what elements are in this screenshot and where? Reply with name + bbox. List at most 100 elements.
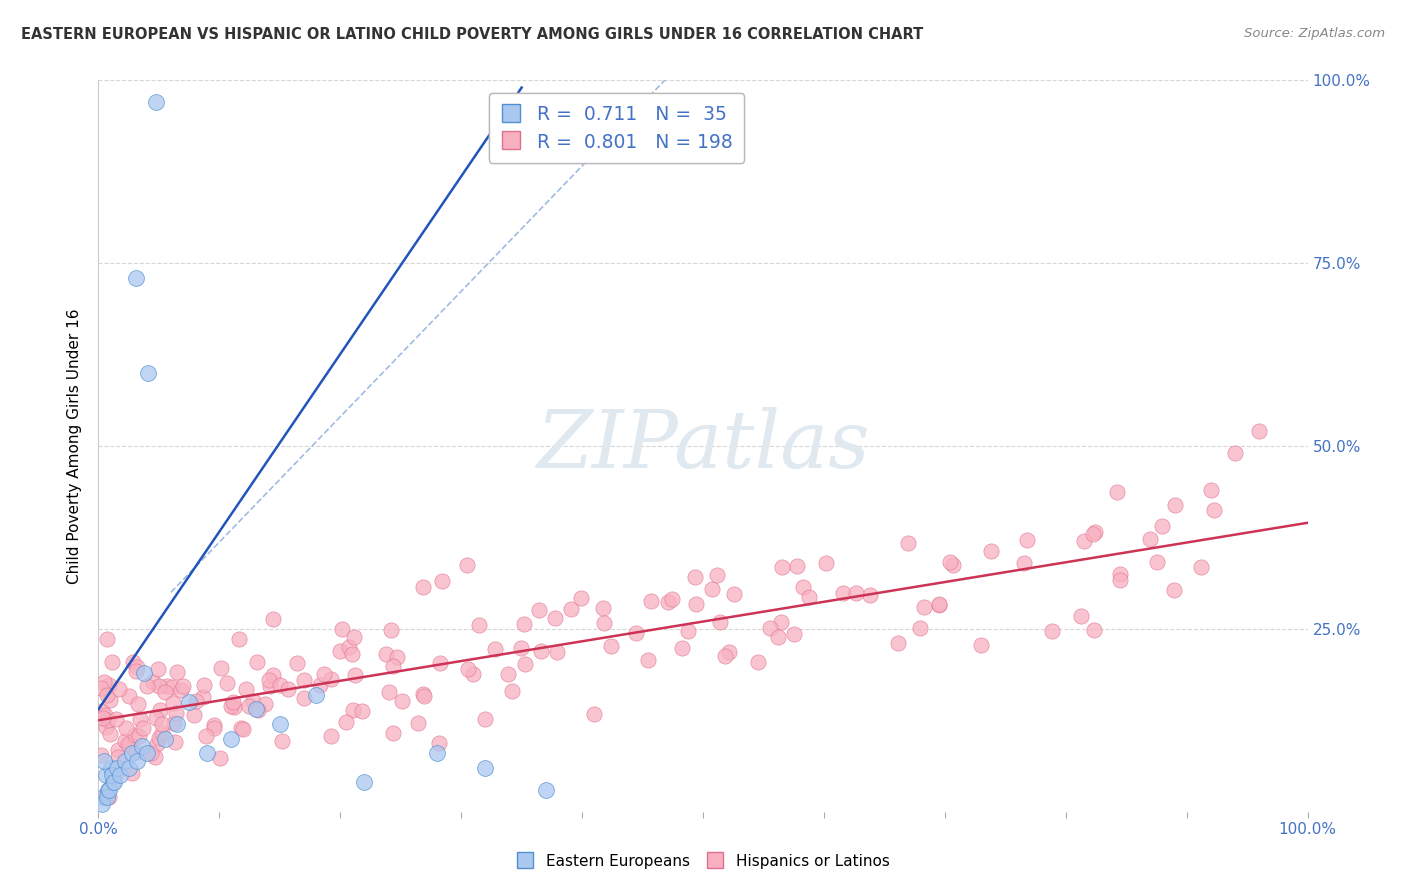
Point [928,599,950,613]
Point [706,568,728,582]
Point [501,684,523,698]
Point [97,790,120,805]
Point [148,662,170,676]
Point [1109,566,1132,581]
Point [413,689,436,703]
Point [592,601,614,615]
Point [209,661,232,675]
Legend: Eastern Europeans, Hispanics or Latinos: Eastern Europeans, Hispanics or Latinos [510,847,896,875]
Point [121,656,143,670]
Point [90,704,112,718]
Point [544,611,567,625]
Point [235,682,257,697]
Point [534,782,557,797]
Point [928,598,950,612]
Point [121,766,143,780]
Point [183,707,205,722]
Point [783,626,806,640]
Point [104,767,127,781]
Point [247,703,270,717]
Point [148,731,170,746]
Point [897,536,920,550]
Point [118,690,141,704]
Point [98,678,121,692]
Point [94,707,117,722]
Point [859,588,882,602]
Point [637,653,659,667]
Point [215,675,238,690]
Point [510,641,533,656]
Point [150,716,173,731]
Point [98,727,121,741]
Point [1139,532,1161,546]
Point [143,749,166,764]
Text: EASTERN EUROPEAN VS HISPANIC OR LATINO CHILD POVERTY AMONG GIRLS UNDER 16 CORREL: EASTERN EUROPEAN VS HISPANIC OR LATINO C… [21,27,924,42]
Point [245,702,267,716]
Point [1249,425,1271,439]
Point [626,625,648,640]
Point [145,711,167,725]
Point [96,632,118,647]
Text: Source: ZipAtlas.com: Source: ZipAtlas.com [1244,27,1385,40]
Point [391,694,413,708]
Point [93,675,115,690]
Point [100,761,122,775]
Point [426,746,449,760]
Point [1109,573,1132,587]
Point [93,710,115,724]
Point [269,717,291,731]
Point [305,688,328,702]
Point [343,667,366,681]
Point [942,558,965,573]
Point [342,703,364,717]
Point [121,746,143,760]
Point [97,713,120,727]
Point [127,754,149,768]
Point [593,616,616,631]
Point [970,638,993,652]
Point [887,636,910,650]
Point [269,678,291,692]
Point [131,739,153,753]
Point [832,585,855,599]
Point [381,726,404,740]
Point [195,746,218,760]
Point [583,707,606,722]
Point [463,666,485,681]
Point [912,599,935,614]
Point [242,694,264,708]
Point [96,790,118,805]
Point [166,717,188,731]
Point [709,615,731,629]
Point [342,647,364,661]
Point [103,775,125,789]
Point [128,729,150,743]
Point [350,704,373,718]
Point [792,580,814,594]
Point [125,665,148,679]
Point [150,725,173,739]
Point [1152,519,1174,533]
Point [142,675,165,690]
Point [156,679,179,693]
Point [1083,624,1105,638]
Point [353,775,375,789]
Point [845,586,868,600]
Point [285,656,308,670]
Point [427,736,450,750]
Point [382,659,405,673]
Point [194,729,217,743]
Point [231,721,253,735]
Point [747,655,769,669]
Point [202,718,225,732]
Point [101,768,124,782]
Point [96,688,118,702]
Point [162,716,184,731]
Point [115,721,138,735]
Point [97,782,120,797]
Point [714,648,737,663]
Point [94,720,117,734]
Point [343,630,366,644]
Point [412,687,434,701]
Point [101,655,124,669]
